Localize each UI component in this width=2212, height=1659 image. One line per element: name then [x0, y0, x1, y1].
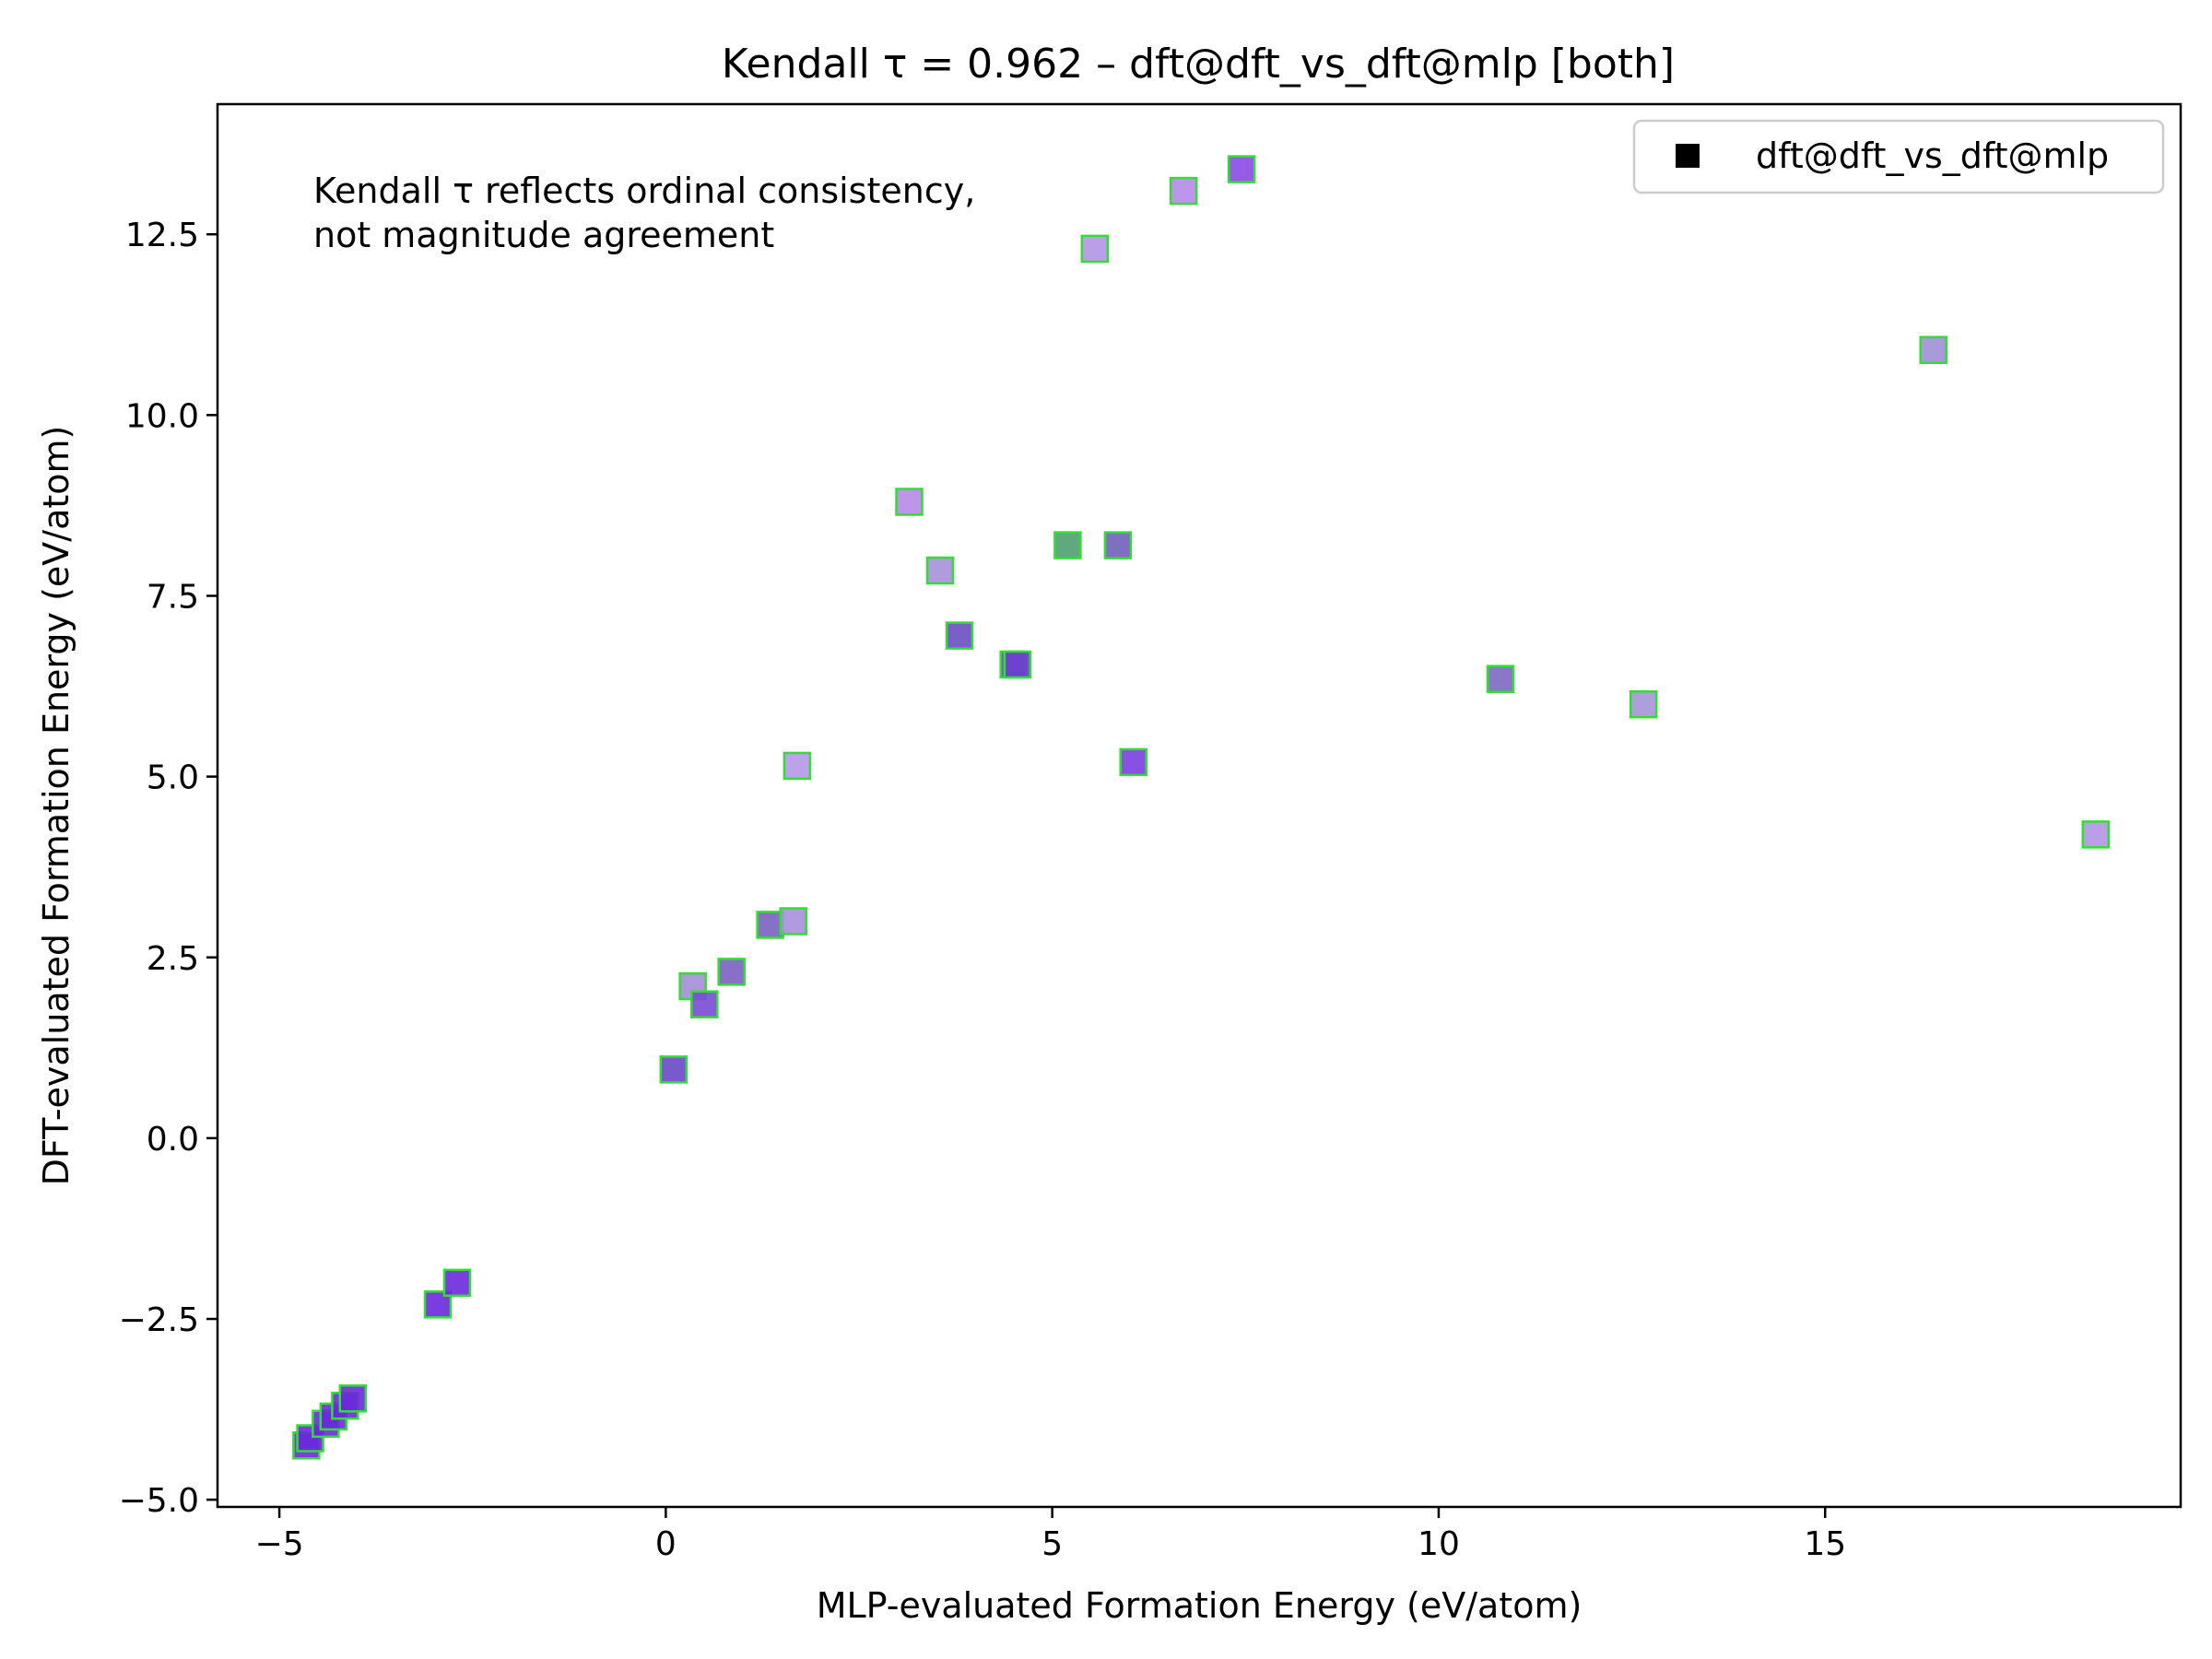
plot-frame [216, 102, 2183, 1509]
data-point-22 [1103, 531, 1133, 559]
legend-entry-label: dft@dft_vs_dft@mlp [1756, 135, 2109, 176]
data-markers [292, 155, 2111, 1460]
data-point-12 [756, 911, 784, 939]
data-point-8 [659, 1055, 688, 1084]
data-point-16 [925, 556, 955, 585]
x-tick-label: 0 [655, 1525, 677, 1563]
data-point-7 [442, 1268, 472, 1298]
legend-box [1632, 119, 2165, 194]
annotation-text: Kendall τ reflects ordinal consistency, … [313, 171, 986, 255]
data-point-23 [1119, 747, 1147, 777]
annotation-line-1: Kendall τ reflects ordinal consistency, [313, 171, 975, 211]
y-tick-label: 2.5 [147, 940, 199, 978]
y-tick-label: 7.5 [147, 578, 199, 616]
legend-marker [1676, 144, 1700, 168]
y-tick-label: 12.5 [125, 217, 199, 254]
data-point-20 [1053, 531, 1082, 559]
data-point-25 [1227, 155, 1256, 183]
y-tick-label: 10.0 [125, 397, 199, 435]
data-point-24 [1169, 176, 1198, 206]
y-axis: −5.0 −2.5 0.0 2.5 5.0 7.5 10.0 12.5 [119, 217, 218, 1520]
data-point-29 [2081, 820, 2111, 849]
x-tick-label: 5 [1041, 1525, 1063, 1563]
data-point-15 [895, 488, 924, 516]
x-tick-label: 10 [1418, 1525, 1460, 1563]
chart-title: Kendall τ = 0.962 – dft@dft_vs_dft@mlp [… [722, 41, 1675, 88]
y-tick-label: 5.0 [147, 759, 199, 797]
y-tick-label: 0.0 [147, 1121, 199, 1159]
data-point-19 [1003, 650, 1032, 679]
x-tick-label: −5 [255, 1525, 304, 1563]
data-point-26 [1486, 665, 1515, 693]
y-axis-label: DFT-evaluated Formation Energy (eV/atom) [36, 426, 76, 1186]
data-point-5 [338, 1384, 368, 1413]
data-point-28 [1919, 335, 1947, 364]
y-tick-label: −5.0 [119, 1482, 199, 1520]
data-point-10 [690, 990, 719, 1018]
data-point-14 [782, 751, 812, 781]
x-axis: −5 0 5 10 15 [255, 1507, 1846, 1563]
data-point-11 [717, 958, 746, 986]
legend: dft@dft_vs_dft@mlp [1632, 119, 2165, 194]
annotation-line-2: not magnitude agreement [313, 215, 774, 255]
x-axis-label: MLP-evaluated Formation Energy (eV/atom) [817, 1585, 1583, 1626]
data-point-27 [1629, 689, 1658, 719]
x-tick-label: 15 [1804, 1525, 1846, 1563]
data-point-21 [1080, 234, 1110, 264]
y-tick-label: −2.5 [119, 1301, 199, 1339]
data-point-17 [945, 621, 974, 650]
data-point-13 [779, 907, 807, 935]
